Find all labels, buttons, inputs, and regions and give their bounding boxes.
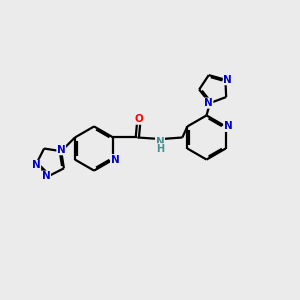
Text: N: N [57,145,66,155]
Text: N: N [156,137,164,148]
Text: N: N [32,160,40,170]
Text: H: H [156,144,164,154]
Text: N: N [42,171,50,181]
Text: N: N [224,122,232,131]
Text: N: N [111,154,119,165]
Text: N: N [156,137,164,148]
Text: N: N [224,75,232,85]
Text: N: N [204,98,213,108]
Text: O: O [134,114,143,124]
